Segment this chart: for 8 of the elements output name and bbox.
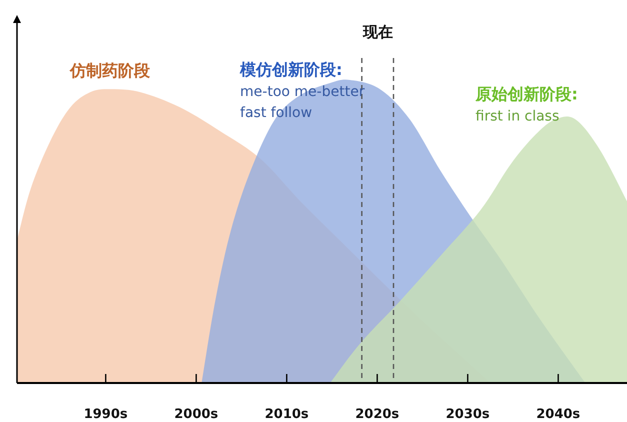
- annotation: first in class: [476, 108, 560, 124]
- x-tick-label: 2030s: [446, 407, 490, 422]
- x-tick-label: 2010s: [264, 407, 309, 422]
- x-tick-label: 1990s: [84, 407, 128, 422]
- ref-line-label: 现在: [362, 23, 393, 41]
- x-tick-label: 2020s: [355, 407, 400, 422]
- x-tick-label: 2040s: [536, 407, 580, 422]
- x-tick-label: 2000s: [174, 407, 218, 422]
